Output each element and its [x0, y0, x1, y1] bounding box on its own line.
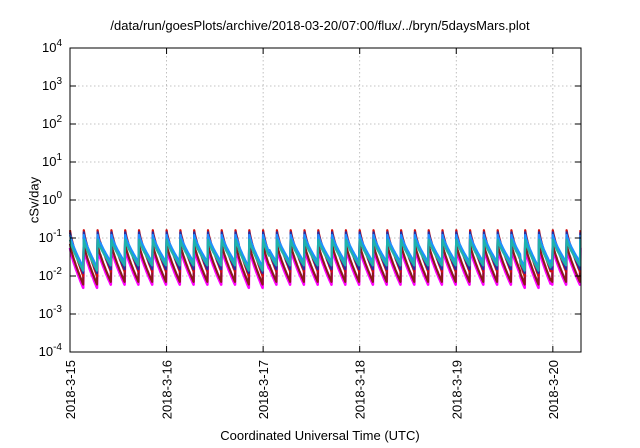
y-tick-label: 100: [42, 190, 62, 207]
chart-title: /data/run/goesPlots/archive/2018-03-20/0…: [110, 18, 530, 33]
x-tick-label: 2018-3-17: [256, 360, 271, 419]
y-tick-label: 10-1: [39, 228, 63, 245]
y-tick-label: 102: [42, 114, 62, 131]
y-tick-label: 101: [42, 152, 62, 169]
series-line: [68, 242, 582, 286]
x-tick-label: 2018-3-15: [63, 360, 78, 419]
x-axis-label: Coordinated Universal Time (UTC): [220, 428, 420, 443]
series-line: [68, 238, 582, 272]
y-tick-label: 10-4: [39, 342, 63, 359]
series-layer: [68, 229, 582, 290]
y-tick-label: 10-2: [39, 266, 63, 283]
series-line: [68, 233, 582, 269]
grid-layer: [70, 48, 581, 352]
x-tick-label: 2018-3-20: [546, 360, 561, 419]
tick-layer: 10-4 10-3 10-2 10-1 100 101 102 103 104 2018-3-15…: [39, 38, 581, 419]
y-tick-label: 10-3: [39, 304, 63, 321]
y-tick-label: 103: [42, 76, 62, 93]
x-tick-label: 2018-3-18: [353, 360, 368, 419]
x-tick-label: 2018-3-16: [160, 360, 175, 419]
y-tick-label: 104: [42, 38, 62, 55]
x-tick-label: 2018-3-19: [449, 360, 464, 419]
y-axis-label: cSv/day: [26, 176, 42, 224]
